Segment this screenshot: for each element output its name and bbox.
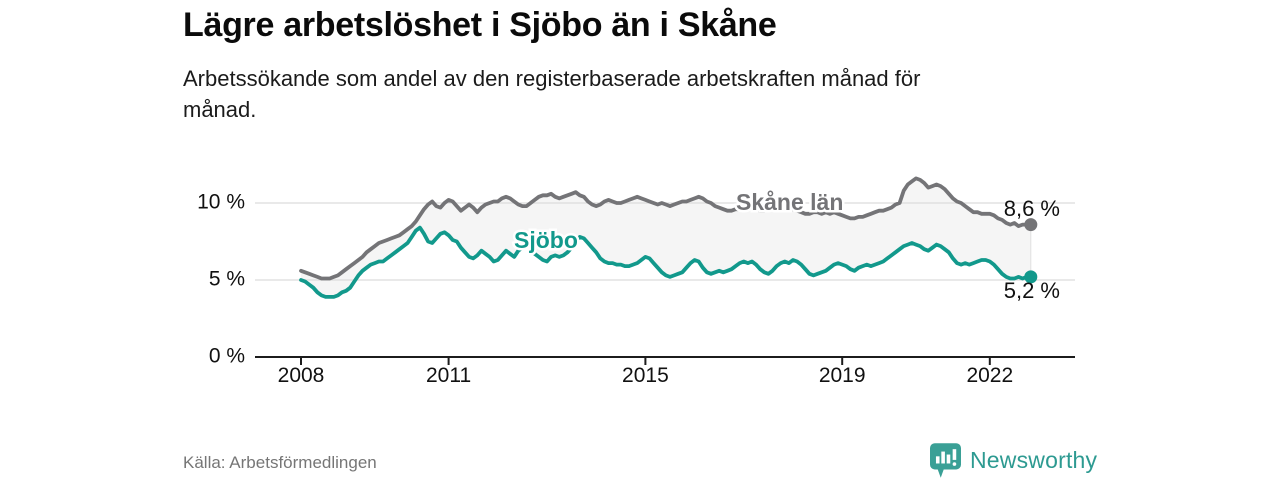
page-subtitle: Arbetssökande som andel av den registerb… [183,66,921,122]
x-axis-tick-label: 2019 [819,364,866,387]
newsworthy-icon [930,443,961,478]
page-title: Lägre arbetslöshet i Sjöbo än i Skåne [183,6,777,44]
y-axis-tick-label: 0 % [209,345,245,368]
series-label-skane-lan: Skåne län [736,189,843,215]
y-axis-tick-label: 5 % [209,268,245,291]
brand-name: Newsworthy [970,447,1098,473]
x-axis-tick-label: 2011 [426,364,471,387]
series-label-sjobo: Sjöbo [514,227,578,253]
series-end-dot-sjobo [1024,270,1038,284]
y-axis-tick-label: 10 % [197,191,245,214]
end-value-label-sjobo: 5,2 % [1004,278,1060,303]
end-value-label-skane-lan: 8,6 % [1004,196,1060,221]
unemployment-line-chart: 2008 2011 2015 2019 2022 0 % 5 % 10 % Skåne län S… [180,160,1090,405]
chart-svg: 2008 2011 2015 2019 2022 0 % 5 % 10 % Skåne län S… [197,176,1075,387]
source-note: Källa: Arbetsförmedlingen [183,453,377,472]
series-line-sjobo [299,225,1033,299]
x-axis-tick-label: 2008 [278,364,325,387]
x-axis-tick-label: 2022 [966,364,1013,387]
brand-logo: Newsworthy [930,443,1097,478]
series-end-dot-skane-lan [1024,218,1038,232]
series-line-skane-lan [299,176,1033,281]
x-axis-tick-label: 2015 [622,364,669,387]
